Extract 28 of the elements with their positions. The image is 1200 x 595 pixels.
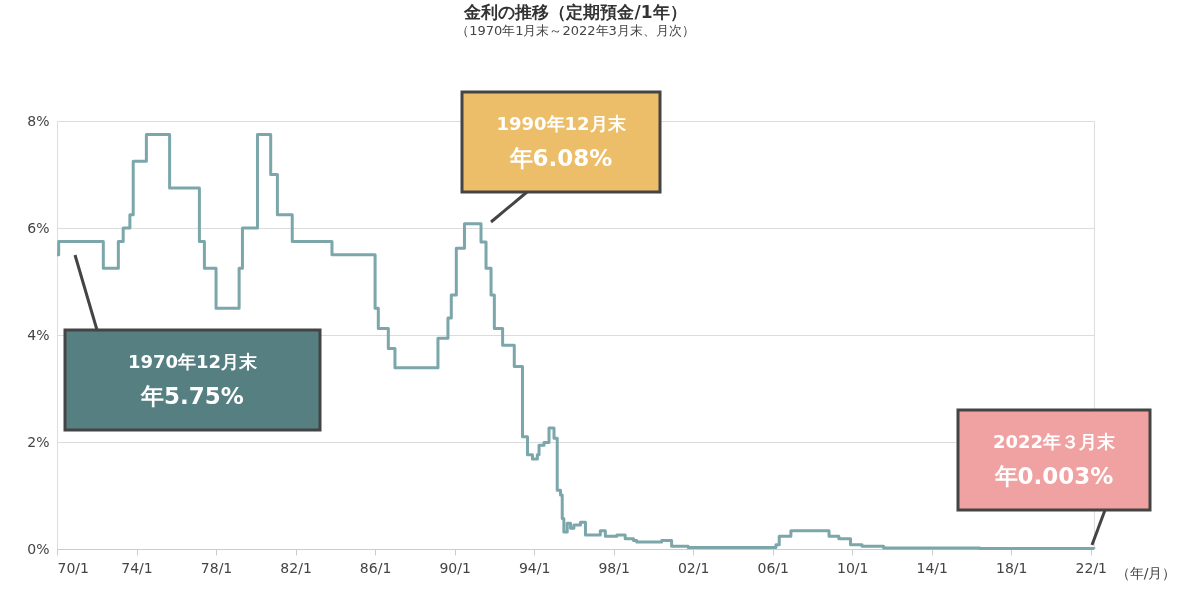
x-tick-label: 94/1: [518, 559, 551, 576]
x-tick-label: 02/1: [677, 559, 710, 576]
annotation: 年0.003%: [993, 462, 1114, 489]
x-axis-title: （年/月）: [1115, 564, 1177, 581]
x-tick-label: 22/1: [1075, 559, 1108, 576]
x-tick-label: 14/1: [916, 559, 948, 576]
y-tick-label: 4%: [27, 326, 50, 343]
x-tick-label: 74/1: [121, 559, 153, 576]
x-tick-label: 82/1: [280, 559, 312, 576]
annotation: 年6.08%: [508, 144, 613, 171]
x-tick-label: 86/1: [359, 559, 392, 576]
annotation: 1970年12月末: [127, 351, 259, 373]
x-tick-label: 70/1: [57, 559, 89, 576]
y-tick-label: 0%: [27, 540, 50, 557]
chart-title: 金利の推移（定期預金/1年）: [463, 1, 687, 22]
x-tick-label: 78/1: [200, 559, 233, 576]
x-tick-label: 10/1: [837, 559, 869, 576]
chart-subtitle: （1970年1月末～2022年3月末、月次）: [456, 22, 695, 38]
y-tick-label: 6%: [27, 219, 50, 236]
annotation: 年5.75%: [140, 382, 244, 409]
y-tick-label: 2%: [27, 433, 50, 450]
annotation: 1990年12月末: [496, 113, 627, 135]
x-tick-label: 06/1: [757, 559, 789, 576]
annotation: 2022年３月末: [992, 431, 1117, 453]
x-tick-label: 18/1: [996, 559, 1028, 576]
x-tick-label: 98/1: [598, 559, 630, 576]
y-tick-label: 8%: [27, 112, 50, 129]
x-tick-label: 90/1: [439, 559, 471, 576]
